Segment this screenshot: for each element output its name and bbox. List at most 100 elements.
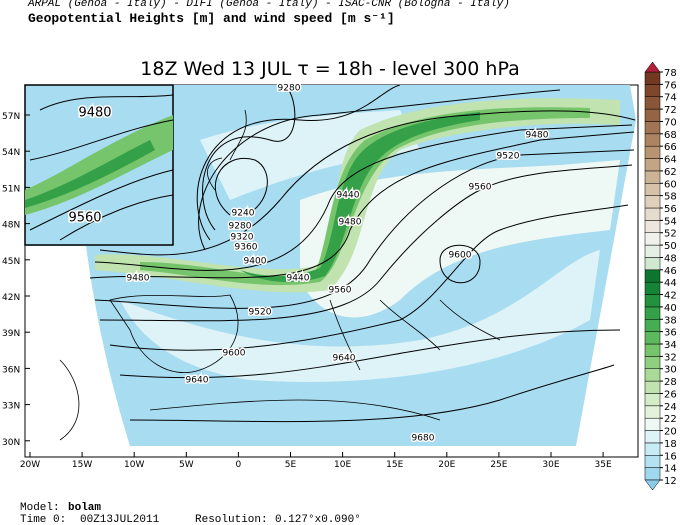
colorbar-label: 76 xyxy=(664,80,677,91)
colorbar-bin xyxy=(644,220,661,233)
colorbar-label: 62 xyxy=(664,167,677,178)
label-text: 9440 xyxy=(287,274,310,284)
contours-shape xyxy=(109,204,629,351)
colorbar-bin xyxy=(644,281,661,295)
map-area-shape xyxy=(149,299,501,421)
labels: 9280 9480 9520 9560 9440 9480 9240 9280 … xyxy=(67,82,550,445)
lat-label: 48N xyxy=(2,221,20,231)
colorbar-label: 26 xyxy=(664,389,677,400)
colorbar-label: 20 xyxy=(664,427,677,438)
lat-label: 30N xyxy=(2,438,20,448)
footer: Model: bolam Time 0: 00Z13JUL2011 Resolu… xyxy=(20,502,361,525)
lon-label: 0 xyxy=(236,460,242,470)
colorbar-bin xyxy=(644,183,661,196)
colorbar-label: 78 xyxy=(664,68,677,79)
colorbar-label: 34 xyxy=(664,340,677,351)
footer-text: Model: xyxy=(20,502,60,514)
colorbar-over xyxy=(644,61,661,73)
colorbar-label: 18 xyxy=(664,439,677,450)
colorbar-bin xyxy=(644,343,661,357)
colorbar-label: 32 xyxy=(664,352,677,363)
colorbar-label: 52 xyxy=(664,229,677,240)
colorbar-under xyxy=(644,479,661,491)
map-area-shape xyxy=(109,294,239,373)
label-text: 9560 xyxy=(469,183,492,193)
colorbar-bin xyxy=(644,380,661,394)
map-area-shape xyxy=(207,109,247,191)
institutions: ARPAL (Genoa - Italy) - DIFI (Genoa - It… xyxy=(27,0,510,10)
map-area-shape xyxy=(120,250,600,382)
lat-label: 51N xyxy=(2,184,20,194)
label-text: 9600 xyxy=(449,251,472,261)
label-text: 9560 xyxy=(329,286,352,296)
colorbar-label: 58 xyxy=(664,192,677,203)
colorbar-bin xyxy=(644,257,661,271)
colorbar-bin xyxy=(644,455,661,468)
label-text: 9360 xyxy=(235,243,258,253)
lat-label: 39N xyxy=(2,329,20,339)
lon-label: 15E xyxy=(386,460,403,470)
lat-label: 54N xyxy=(2,148,20,158)
label-text: 9560 xyxy=(68,211,101,226)
contours-shape xyxy=(94,124,633,271)
footer-text: 0.127°x0.090° xyxy=(275,514,361,525)
lon-label: 25E xyxy=(490,460,507,470)
colorbar-label: 38 xyxy=(664,315,677,326)
contours-shape xyxy=(439,244,481,284)
colorbar-label: 60 xyxy=(664,179,677,190)
colorbar-label: 36 xyxy=(664,328,677,339)
colorbar-label: 72 xyxy=(664,105,677,116)
colorbar-label: 24 xyxy=(664,402,677,413)
colorbar-label: 22 xyxy=(664,414,677,425)
lat-label: 45N xyxy=(2,257,20,267)
lon-label: 35E xyxy=(595,460,612,470)
contours-shape xyxy=(129,364,615,423)
label-text: 9480 xyxy=(78,106,111,121)
lon-label: 20W xyxy=(20,460,40,470)
footer-text: 00Z13JUL2011 xyxy=(80,514,160,525)
contours-shape xyxy=(99,164,633,322)
footer-text: Resolution: xyxy=(195,514,268,525)
label-text: 9520 xyxy=(249,308,272,318)
colorbar-bin xyxy=(644,467,661,481)
colorbar-label: 68 xyxy=(664,130,677,141)
lat-label: 33N xyxy=(2,402,20,412)
label-text: 9600 xyxy=(223,349,246,359)
colorbar-bin xyxy=(644,84,661,97)
map-subtitle: 18Z Wed 13 JUL τ = 18h - level 300 hPa xyxy=(140,58,519,80)
colorbar-bin xyxy=(644,195,661,209)
contours-shape xyxy=(89,131,635,279)
colorbar-bin xyxy=(644,356,661,369)
colorbar-bin xyxy=(644,331,661,345)
inset-map xyxy=(24,84,174,246)
inset-map-shape xyxy=(29,94,174,241)
contours-shape xyxy=(94,149,635,309)
colorbar-label: 40 xyxy=(664,303,677,314)
lon-label: 10W xyxy=(124,460,144,470)
lon-label: 5W xyxy=(179,460,194,470)
colorbar-label: 54 xyxy=(664,216,677,227)
colorbar-bin xyxy=(644,306,661,320)
colorbar-label: 16 xyxy=(664,451,677,462)
map-area xyxy=(24,84,639,458)
contours-shape xyxy=(119,329,621,379)
contours-shape xyxy=(198,89,561,251)
map-title: Geopotential Heights [m] and wind speed … xyxy=(28,11,395,26)
colorbar-label: 70 xyxy=(664,117,677,128)
inset-map-shape xyxy=(25,140,155,208)
colorbar-bin xyxy=(644,170,661,184)
colorbar-bin xyxy=(644,71,661,85)
colorbar-bin xyxy=(644,417,661,431)
lon-label: 20E xyxy=(438,460,455,470)
colorbar-bin xyxy=(644,368,661,382)
lon-label: 30E xyxy=(542,460,559,470)
colorbar-label: 66 xyxy=(664,142,677,153)
label-text: 9320 xyxy=(231,233,254,243)
colorbar-bin xyxy=(644,145,661,159)
colorbar-bin xyxy=(644,442,661,456)
lon-label: 5E xyxy=(285,460,297,470)
lat-label: 42N xyxy=(2,293,20,303)
colorbar-label: 48 xyxy=(664,253,677,264)
